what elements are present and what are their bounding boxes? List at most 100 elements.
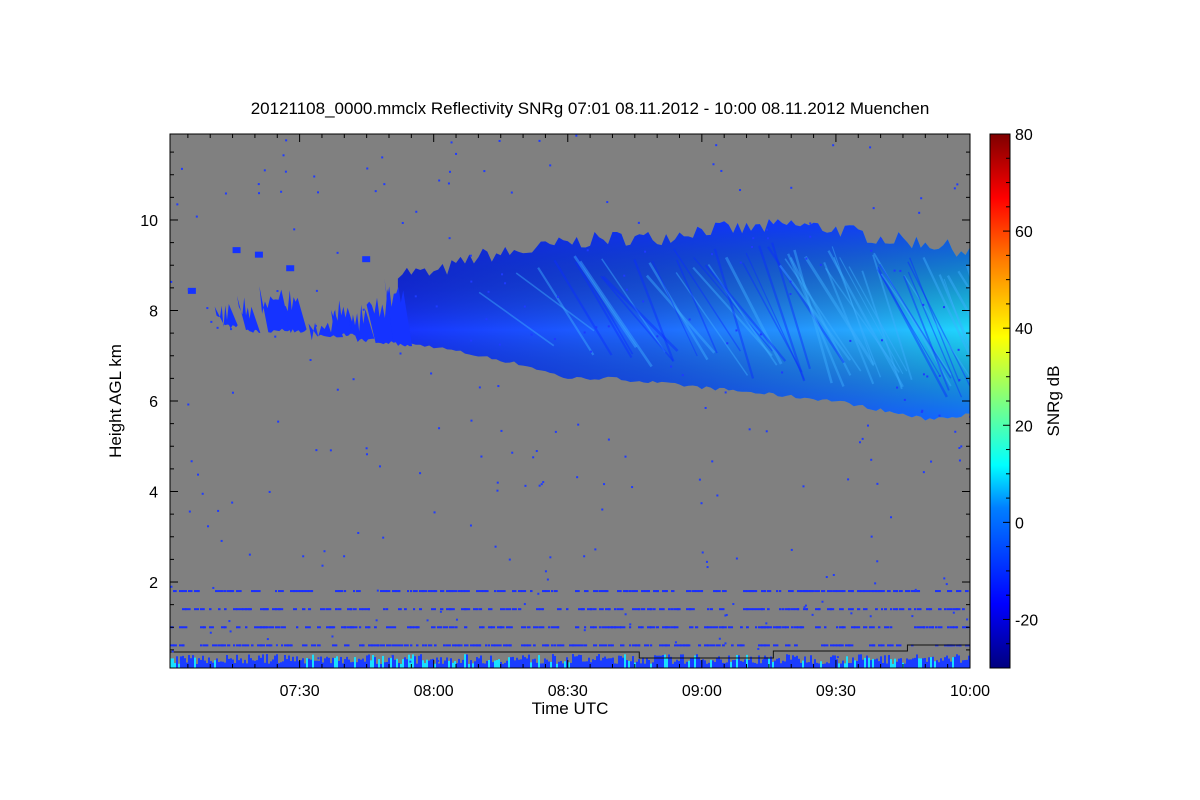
y-axis: 2 4 6 8 10 [140, 151, 970, 651]
clutter-dot [416, 626, 420, 629]
clutter-dot [578, 644, 584, 647]
noise-speckle [716, 494, 719, 497]
ground-clutter [496, 660, 498, 668]
noise-speckle [362, 308, 365, 311]
noise-speckle [938, 374, 941, 377]
clutter-dot [317, 644, 321, 647]
ground-clutter [590, 662, 592, 668]
noise-speckle [439, 610, 442, 613]
clutter-dot [914, 590, 920, 593]
ground-clutter [468, 663, 470, 668]
cloud-echo-edge [397, 219, 970, 421]
noise-speckle [469, 254, 472, 257]
ground-clutter [780, 663, 782, 668]
ground-clutter [928, 657, 930, 668]
fall-streak [713, 248, 755, 379]
ground-clutter [684, 663, 686, 668]
clutter-dot [266, 626, 269, 629]
noise-speckle [870, 535, 873, 538]
ground-clutter [518, 659, 520, 668]
noise-speckle [438, 179, 441, 182]
noise-speckle [321, 564, 324, 567]
clutter-dot [737, 644, 743, 647]
clutter-dot [359, 644, 364, 647]
clutter-dot [182, 608, 187, 611]
ground-clutter [934, 661, 936, 668]
noise-speckle [314, 324, 317, 327]
clutter-dot [362, 644, 365, 647]
cloud-wisp [187, 287, 196, 294]
clutter-dot [821, 590, 826, 593]
clutter-dot [251, 590, 255, 593]
noise-speckle [957, 348, 960, 351]
clutter-dot [485, 590, 489, 593]
ground-clutter [334, 657, 336, 668]
clutter-dot [701, 590, 704, 593]
noise-speckle [433, 511, 436, 514]
ground-clutter [394, 659, 396, 668]
ground-clutter [656, 655, 658, 668]
ground-clutter [372, 655, 374, 668]
clutter-dot [236, 626, 241, 629]
noise-speckle [195, 215, 198, 218]
noise-speckle [724, 614, 727, 617]
clutter-dot [755, 608, 759, 611]
clutter-dot [548, 626, 551, 629]
clutter-dot [404, 608, 407, 611]
cloud-fragment [259, 286, 291, 333]
ground-clutter [404, 657, 406, 668]
noise-speckle [469, 524, 472, 527]
clutter-dot [836, 590, 840, 593]
fall-streak [907, 261, 970, 388]
noise-speckle [880, 339, 883, 342]
fall-streak [692, 266, 773, 357]
fall-streak [673, 248, 742, 352]
clutter-dot [521, 626, 527, 629]
clutter-dot [917, 590, 921, 593]
ground-clutter [786, 654, 788, 668]
noise-speckle [880, 238, 883, 241]
clutter-dot [497, 644, 502, 647]
ground-clutter [672, 663, 674, 668]
ground-clutter [492, 662, 494, 668]
clutter-dot [743, 608, 749, 611]
fall-streak [831, 246, 875, 366]
noise-speckle [942, 306, 945, 309]
ground-clutter [680, 654, 682, 668]
noise-speckle [960, 445, 963, 448]
clutter-dot [839, 608, 844, 611]
ground-clutter [344, 659, 346, 668]
fall-streak [839, 257, 904, 375]
ground-clutter [816, 662, 818, 668]
noise-speckle [409, 660, 412, 663]
ground-clutter [698, 657, 700, 668]
ground-clutter [618, 655, 620, 668]
ground-clutter [846, 656, 848, 668]
noise-speckle [577, 423, 580, 426]
noise-speckle [437, 660, 440, 663]
clutter-dot [836, 644, 842, 647]
ground-clutter [422, 660, 424, 668]
clutter-dot [206, 644, 209, 647]
noise-speckle [869, 146, 872, 149]
noise-speckle [494, 545, 497, 548]
noise-speckle [447, 182, 450, 185]
ground-clutter [370, 660, 372, 668]
clutter-dot [326, 626, 332, 629]
ground-clutter [240, 658, 242, 668]
clutter-dot [434, 644, 437, 647]
clutter-dot [221, 590, 224, 593]
noise-speckle [850, 612, 853, 615]
noise-speckle [331, 635, 334, 638]
ground-clutter [222, 661, 224, 668]
clutter-dot [836, 626, 839, 629]
noise-speckle [876, 560, 879, 563]
ground-clutter [910, 659, 912, 668]
clutter-dot [479, 608, 483, 611]
clutter-dot [449, 608, 453, 611]
clutter-dot [497, 626, 502, 629]
clutter-dot [887, 644, 891, 647]
clutter-dot [926, 608, 931, 611]
noise-speckle [656, 335, 659, 338]
ground-clutter [608, 658, 610, 668]
